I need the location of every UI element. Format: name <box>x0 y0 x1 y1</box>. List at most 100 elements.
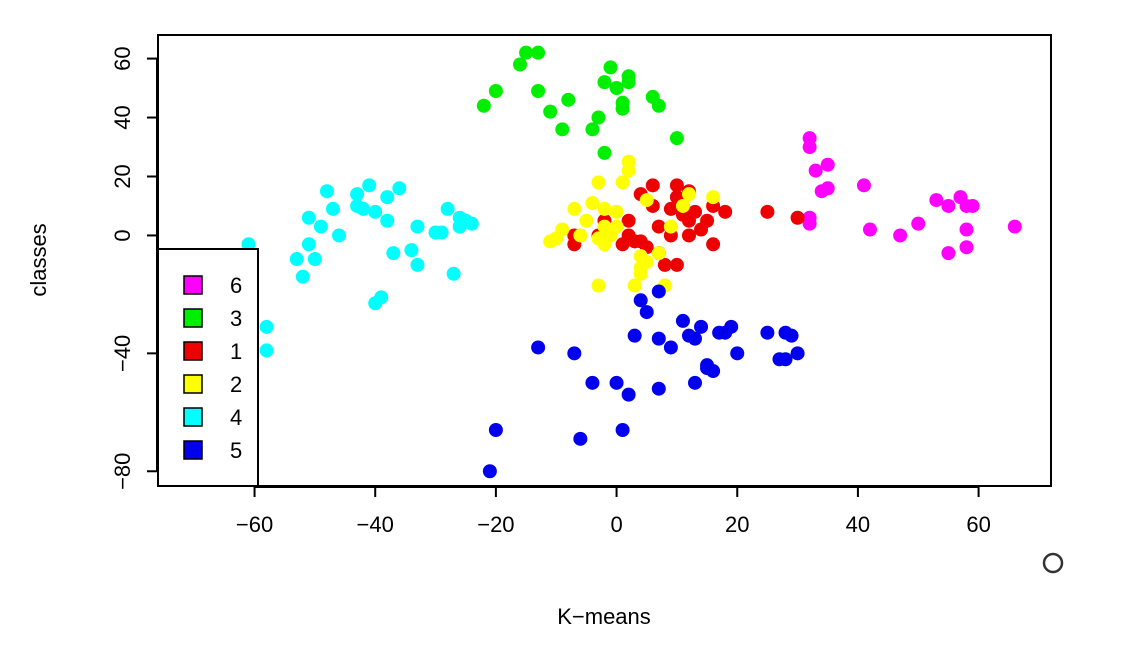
point-series-4-25 <box>404 243 419 258</box>
point-series-5-28 <box>760 325 775 340</box>
point-series-5-8 <box>621 387 636 402</box>
point-series-4-31 <box>446 266 461 281</box>
point-series-4-17 <box>362 178 377 193</box>
point-series-1-16 <box>663 201 678 216</box>
point-series-4-20 <box>374 290 389 305</box>
x-tick-label: 40 <box>846 512 870 537</box>
x-tick-label: 0 <box>610 512 622 537</box>
point-series-1-26 <box>688 204 703 219</box>
point-series-3-2 <box>513 57 528 72</box>
point-series-3-7 <box>555 122 570 137</box>
point-series-1-29 <box>706 237 721 252</box>
point-series-6-16 <box>959 222 974 237</box>
point-series-6-14 <box>941 246 956 261</box>
point-series-2-14 <box>609 219 624 234</box>
point-series-3-10 <box>591 110 606 125</box>
point-series-4-7 <box>301 210 316 225</box>
point-series-5-4 <box>573 431 588 446</box>
point-series-3-18 <box>621 75 636 90</box>
point-series-4-2 <box>241 237 256 252</box>
y-axis-title: classes <box>26 223 51 296</box>
point-series-4-16 <box>356 201 371 216</box>
legend-label-1: 1 <box>230 339 242 364</box>
point-series-6-1 <box>802 140 817 155</box>
point-series-5-20 <box>694 319 709 334</box>
point-series-1-32 <box>760 204 775 219</box>
point-series-5-11 <box>639 305 654 320</box>
point-series-4-9 <box>307 252 322 267</box>
point-series-1-5 <box>621 213 636 228</box>
point-series-6-18 <box>965 198 980 213</box>
point-series-5-15 <box>663 340 678 355</box>
point-series-2-4 <box>573 228 588 243</box>
point-series-3-14 <box>609 81 624 96</box>
legend-swatch-1 <box>183 341 203 361</box>
y-axis: −80 −40 0 20 40 60 <box>110 46 158 490</box>
point-series-6-20 <box>1007 219 1022 234</box>
legend-box <box>157 248 259 487</box>
x-tick-label: −40 <box>357 512 394 537</box>
point-series-5-1 <box>488 422 503 437</box>
point-series-4-3 <box>259 319 274 334</box>
point-series-1-13 <box>651 219 666 234</box>
point-series-4-24 <box>392 181 407 196</box>
point-series-2-8 <box>591 175 606 190</box>
x-tick-label: 60 <box>966 512 990 537</box>
point-series-5-19 <box>688 375 703 390</box>
point-series-6-2 <box>808 163 823 178</box>
point-series-5-32 <box>784 328 799 343</box>
point-series-5-0 <box>482 464 497 479</box>
point-series-3-5 <box>531 45 546 60</box>
stray-open-circle-marker <box>1042 552 1064 574</box>
point-series-6-10 <box>893 228 908 243</box>
point-series-3-13 <box>603 60 618 75</box>
point-series-4-11 <box>319 184 334 199</box>
point-series-4-35 <box>464 216 479 231</box>
point-series-5-7 <box>615 422 630 437</box>
point-series-4-4 <box>259 343 274 358</box>
y-tick-label: 60 <box>110 46 135 70</box>
point-series-6-12 <box>929 193 944 208</box>
y-tick-label: −40 <box>110 335 135 372</box>
point-series-4-10 <box>313 219 328 234</box>
point-series-5-33 <box>790 346 805 361</box>
point-series-5-6 <box>609 375 624 390</box>
legend-label-2: 2 <box>230 372 242 397</box>
y-tick-label: 20 <box>110 164 135 188</box>
point-series-4-14 <box>350 187 365 202</box>
point-series-4-12 <box>325 201 340 216</box>
point-series-5-12 <box>651 284 666 299</box>
point-series-3-6 <box>543 104 558 119</box>
x-tick-label: −60 <box>236 512 273 537</box>
point-series-1-33 <box>790 210 805 225</box>
point-series-4-29 <box>434 225 449 240</box>
point-series-1-28 <box>700 213 715 228</box>
point-series-2-22 <box>639 193 654 208</box>
point-series-4-30 <box>440 201 455 216</box>
legend-label-6: 6 <box>230 273 242 298</box>
point-series-5-14 <box>651 381 666 396</box>
y-tick-label: 0 <box>110 229 135 241</box>
point-series-6-7 <box>802 216 817 231</box>
point-series-2-21 <box>633 266 648 281</box>
point-series-6-9 <box>862 222 877 237</box>
point-series-3-3 <box>519 45 534 60</box>
legend: 6 3 1 2 4 5 <box>157 248 259 487</box>
point-series-2-23 <box>639 254 654 269</box>
point-series-2-30 <box>591 278 606 293</box>
point-series-3-0 <box>476 98 491 113</box>
point-series-3-16 <box>615 101 630 116</box>
point-series-6-8 <box>856 178 871 193</box>
point-series-4-6 <box>295 269 310 284</box>
point-series-3-12 <box>597 75 612 90</box>
point-series-3-21 <box>669 131 684 146</box>
point-series-5-30 <box>778 352 793 367</box>
point-series-2-3 <box>567 201 582 216</box>
point-series-4-27 <box>410 219 425 234</box>
point-series-2-17 <box>621 154 636 169</box>
legend-label-5: 5 <box>230 438 242 463</box>
point-series-2-29 <box>706 190 721 205</box>
point-series-6-19 <box>959 240 974 255</box>
legend-label-4: 4 <box>230 405 242 430</box>
